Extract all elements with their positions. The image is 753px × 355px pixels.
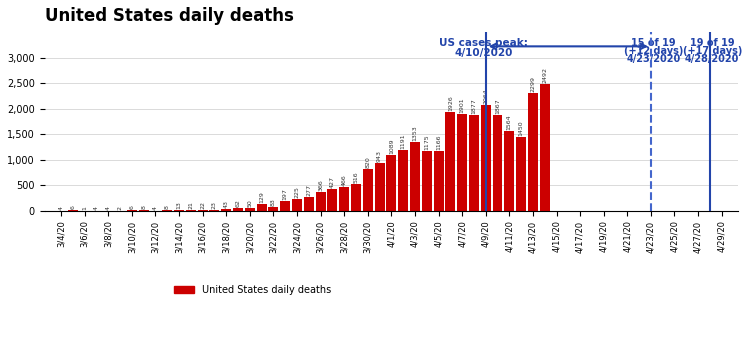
Bar [386,155,396,211]
Text: 43: 43 [224,200,229,208]
Text: 22: 22 [200,201,205,209]
Bar [505,131,514,211]
Bar [280,201,290,211]
Text: 1877: 1877 [471,98,477,114]
Bar [434,151,444,211]
Bar [328,189,337,211]
Bar [446,113,456,211]
Text: 8: 8 [165,206,169,209]
Text: 83: 83 [271,198,276,206]
Text: 4/28/2020: 4/28/2020 [685,54,739,64]
Text: 4: 4 [105,206,111,209]
Text: 1353: 1353 [413,125,417,141]
Text: 225: 225 [294,186,300,198]
Text: 50: 50 [247,200,252,207]
Bar [492,115,502,211]
Bar [245,208,255,211]
Text: 13: 13 [176,201,181,209]
Text: (+12 days): (+12 days) [623,46,683,56]
Text: 820: 820 [365,156,370,168]
Bar [257,204,267,211]
Bar [351,185,361,211]
Bar [517,137,526,211]
Text: 62: 62 [236,199,240,207]
Bar [481,105,491,211]
Text: 466: 466 [342,174,346,186]
Text: 6: 6 [130,206,134,209]
Bar [340,187,349,211]
Text: 1926: 1926 [448,95,453,111]
Bar [186,210,196,211]
Text: 19 of 19: 19 of 19 [690,38,735,48]
Bar [422,151,431,211]
Text: 4: 4 [153,206,158,209]
Text: 1166: 1166 [436,135,441,150]
Text: 1867: 1867 [495,99,500,114]
Text: 21: 21 [188,201,194,209]
Legend: United States daily deaths: United States daily deaths [170,281,335,299]
Bar [233,208,243,211]
Bar [198,210,208,211]
Text: 366: 366 [318,179,323,191]
Bar [304,197,314,211]
Bar [398,150,408,211]
Text: 15 of 19: 15 of 19 [631,38,675,48]
Text: 1: 1 [82,206,87,210]
Text: 6: 6 [70,206,75,209]
Bar [363,169,373,211]
Text: US cases peak:: US cases peak: [439,38,528,48]
Bar [316,192,325,211]
Text: 4/23/2020: 4/23/2020 [626,54,681,64]
Text: 1564: 1564 [507,114,512,130]
Text: 427: 427 [330,176,335,188]
Bar [269,207,279,211]
Text: 1089: 1089 [389,138,394,154]
Bar [221,209,231,211]
Bar [540,83,550,211]
Text: 2064: 2064 [483,89,488,104]
Text: 129: 129 [259,191,264,203]
Text: 4/10/2020: 4/10/2020 [454,48,513,58]
Text: 197: 197 [282,188,288,200]
Text: 2299: 2299 [530,76,535,92]
Text: 23: 23 [212,201,217,209]
Text: 1191: 1191 [401,133,406,149]
Bar [410,142,420,211]
Bar [209,209,219,211]
Text: 8: 8 [141,206,146,209]
Bar [528,93,538,211]
Bar [457,114,467,211]
Text: 4: 4 [59,206,63,209]
Text: 1175: 1175 [424,134,429,150]
Text: 1450: 1450 [519,120,523,136]
Text: 516: 516 [353,172,358,184]
Text: United States daily deaths: United States daily deaths [44,7,294,25]
Bar [292,199,302,211]
Bar [469,115,479,211]
Text: 2: 2 [117,206,123,210]
Text: (+17 days): (+17 days) [682,46,742,56]
Bar [375,163,385,211]
Text: 943: 943 [377,149,382,162]
Text: 4: 4 [94,206,99,209]
Text: 277: 277 [306,184,311,196]
Bar [174,210,184,211]
Text: 1901: 1901 [459,97,465,113]
Text: 2492: 2492 [542,66,547,82]
